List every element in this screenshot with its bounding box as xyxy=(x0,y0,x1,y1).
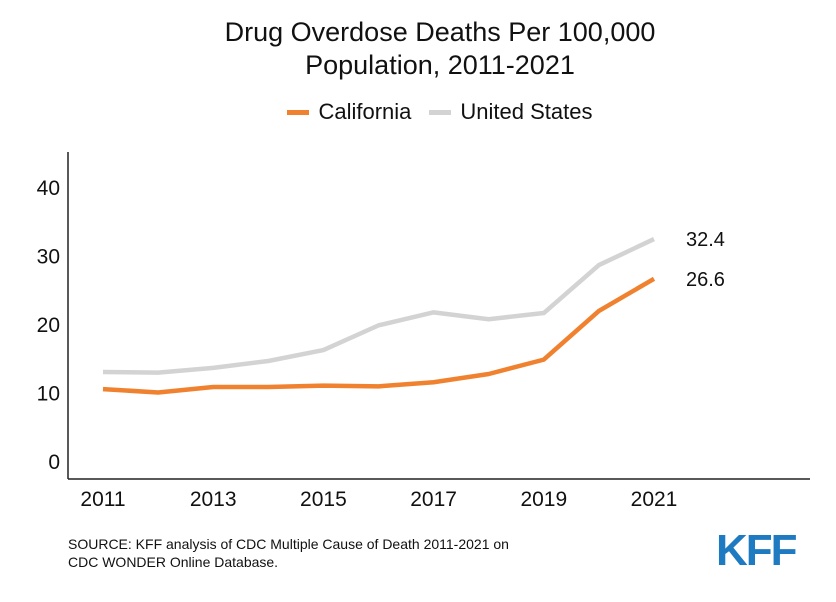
legend-item-united-states: United States xyxy=(429,99,593,125)
legend-label-california: California xyxy=(318,99,412,124)
end-data-label: 26.6 xyxy=(686,269,725,291)
legend-swatch-united-states xyxy=(429,109,452,115)
end-data-label: 32.4 xyxy=(686,229,725,251)
source-line-2: CDC WONDER Online Database. xyxy=(68,554,279,570)
x-tick-label: 2017 xyxy=(410,488,457,511)
chart-title-line-1: Drug Overdose Deaths Per 100,000 xyxy=(224,17,656,47)
legend-swatch-california xyxy=(287,109,310,115)
y-tick-label: 20 xyxy=(37,314,60,337)
y-tick-label: 40 xyxy=(37,177,60,200)
x-tick-label: 2013 xyxy=(190,488,237,511)
legend: California United States xyxy=(0,99,836,125)
series-line-united-states xyxy=(102,237,655,375)
chart-title-line-2: Population, 2011-2021 xyxy=(305,50,575,80)
y-tick-label: 30 xyxy=(37,246,60,269)
y-tick-label: 10 xyxy=(37,383,60,406)
source-line-1: SOURCE: KFF analysis of CDC Multiple Cau… xyxy=(68,536,509,552)
x-tick-label: 2015 xyxy=(300,488,347,511)
x-tick-label: 2021 xyxy=(631,488,678,511)
legend-item-california: California xyxy=(287,99,411,125)
legend-label-united-states: United States xyxy=(460,99,593,124)
y-tick-label: 0 xyxy=(48,451,60,474)
series-line-california xyxy=(102,276,656,395)
source-note: SOURCE: KFF analysis of CDC Multiple Cau… xyxy=(68,535,509,571)
x-tick-label: 2011 xyxy=(80,488,125,511)
x-tick-label: 2019 xyxy=(520,488,567,511)
kff-logo: KFF xyxy=(716,526,798,575)
